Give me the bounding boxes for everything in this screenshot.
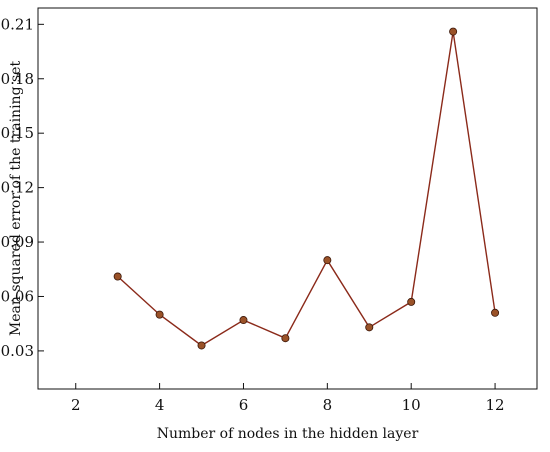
series-line (117, 31, 496, 347)
y-tick-label: 0.06 (1, 287, 34, 305)
data-point (155, 310, 164, 319)
y-tick-label: 0.18 (1, 70, 34, 88)
x-tick-label: 10 (402, 396, 421, 414)
plot-frame (37, 7, 538, 390)
data-point (239, 316, 248, 325)
data-point (365, 323, 374, 332)
x-axis: 2 4 6 8 10 12 (71, 383, 505, 414)
x-axis-title: Number of nodes in the hidden layer (157, 426, 419, 442)
y-tick-label: 0.12 (1, 179, 34, 197)
x-tick-label: 6 (239, 396, 249, 414)
y-tick-label: 0.21 (1, 15, 34, 33)
data-points (113, 27, 500, 350)
data-point (197, 341, 206, 350)
data-point (449, 27, 458, 36)
data-point (323, 256, 332, 265)
x-tick-label: 8 (323, 396, 333, 414)
data-point (281, 334, 290, 343)
x-tick-label: 4 (155, 396, 165, 414)
y-tick-label: 0.09 (1, 233, 34, 251)
x-tick-label: 12 (486, 396, 505, 414)
data-point (491, 308, 500, 317)
y-tick-label: 0.03 (1, 342, 34, 360)
data-point (113, 272, 122, 281)
y-tick-label: 0.15 (1, 124, 34, 142)
data-point (407, 297, 416, 306)
x-tick-label: 2 (71, 396, 81, 414)
y-axis: 0.03 0.06 0.09 0.12 0.15 0.18 0.21 (1, 15, 44, 360)
y-axis-title: Mean squared error of the training set (8, 61, 24, 337)
